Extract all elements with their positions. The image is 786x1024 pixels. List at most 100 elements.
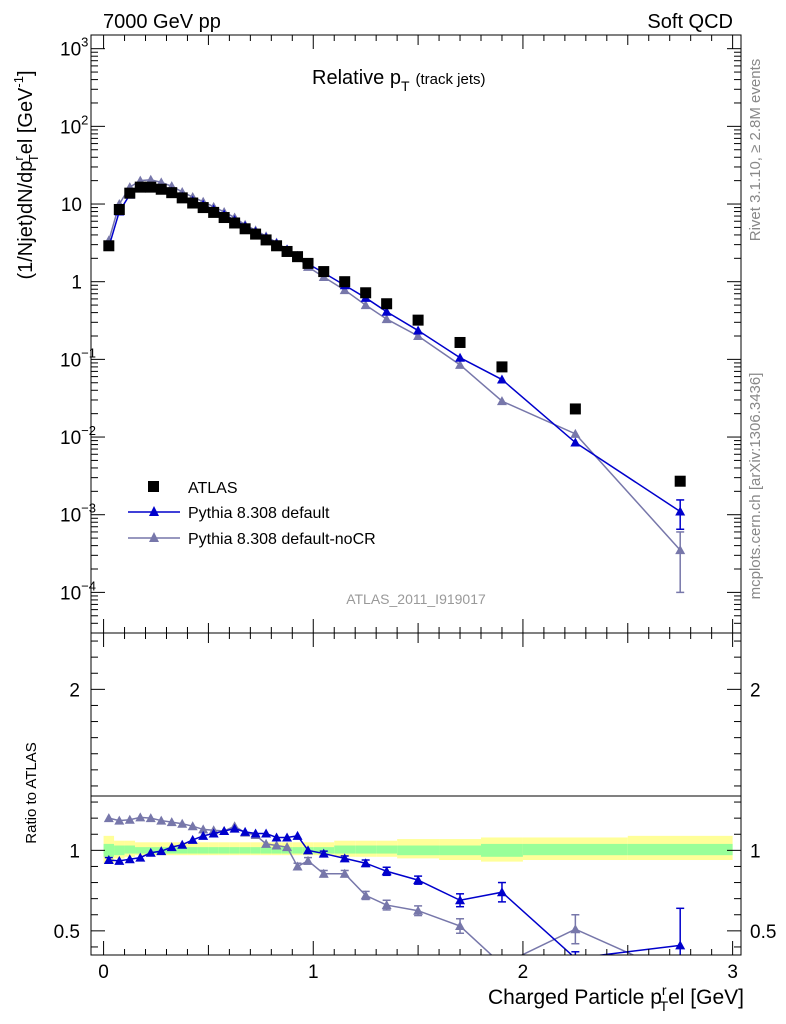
uncertainty-band-inner	[334, 845, 356, 854]
mcplots-label: mcplots.cern.ch [arXiv:1306.3436]	[747, 373, 764, 600]
data-point	[229, 217, 241, 229]
data-point	[496, 396, 507, 406]
ratio-data-point	[103, 813, 114, 823]
ratio-data-point	[282, 842, 293, 852]
uncertainty-band-inner	[292, 847, 303, 854]
data-point	[570, 437, 581, 447]
main-plot-ticks: 10−4 10−3 10−2 10−1 1 10 102 103	[60, 35, 741, 634]
data-point	[454, 336, 466, 348]
ratio-data-point	[381, 866, 392, 876]
main-y-tick-label: 10−4	[60, 578, 96, 604]
ratio-data-point	[339, 853, 350, 863]
uncertainty-band-inner	[397, 845, 440, 856]
ratio-data-point	[271, 840, 282, 850]
ratio-y-tick-label-right: 1	[750, 841, 761, 862]
ratio-data-point	[360, 890, 371, 900]
ratio-data-point	[177, 818, 188, 828]
ratio-data-point	[318, 848, 329, 858]
ratio-data-point	[135, 852, 146, 862]
data-point	[381, 298, 393, 310]
ratio-data-point	[570, 924, 581, 934]
main-y-tick-label: 1	[71, 273, 82, 294]
data-point	[412, 314, 424, 326]
data-point	[302, 257, 314, 269]
ratio-data-point	[187, 821, 198, 831]
data-point	[166, 187, 178, 199]
main-y-tick-label: 10−2	[60, 423, 96, 449]
ratio-data-point	[145, 847, 156, 857]
ratio-plot-xlabel: Charged Particle pr Tel [GeV]	[488, 982, 744, 1014]
uncertainty-band-inner	[522, 843, 628, 856]
data-point	[113, 204, 125, 216]
data-point	[208, 206, 220, 218]
data-point	[197, 202, 209, 214]
header-right-label: Soft QCD	[647, 11, 733, 33]
ratio-data-point	[114, 855, 125, 865]
ratio-data-point	[496, 887, 507, 897]
uncertainty-band-inner	[197, 847, 209, 854]
ratio-x-tick-label: 1	[308, 962, 319, 983]
legend-default-marker	[149, 506, 159, 516]
ratio-y-tick-label-right: 0.5	[750, 922, 776, 943]
uncertainty-band-inner	[114, 845, 125, 856]
uncertainty-band-inner	[208, 847, 219, 854]
ratio-data-point	[675, 971, 685, 980]
uncertainty-band-inner	[271, 847, 282, 854]
ratio-data-point	[198, 830, 209, 840]
main-y-tick-label: 10−1	[60, 345, 96, 371]
main-plot-data	[103, 174, 686, 594]
ratio-x-tick-label: 3	[727, 962, 738, 983]
ratio-data-point	[124, 854, 135, 864]
ratio-data-point	[675, 940, 686, 950]
ratio-y-tick-label: 1	[69, 841, 80, 862]
uncertainty-band-inner	[103, 843, 115, 857]
ratio-data-point	[292, 861, 303, 871]
main-plot-title: Relative pT (track jets)	[312, 67, 486, 94]
ratio-data-point	[303, 855, 314, 865]
series-line	[108, 186, 681, 513]
legend-atlas-marker	[148, 481, 159, 492]
main-y-tick-label: 10	[61, 195, 82, 216]
ratio-data-point	[282, 832, 293, 842]
data-point	[103, 240, 115, 252]
legend: ATLAS Pythia 8.308 default Pythia 8.308 …	[128, 480, 376, 548]
data-point	[271, 240, 283, 252]
ratio-data-point	[229, 823, 240, 833]
ratio-data-point	[360, 858, 371, 868]
data-point	[455, 352, 466, 362]
data-point	[570, 428, 581, 438]
rivet-version-label: Rivet 3.1.10, ≥ 2.8M events	[747, 59, 764, 242]
ratio-data-point	[271, 832, 282, 842]
legend-nocr-marker	[149, 532, 159, 542]
data-point	[155, 183, 167, 195]
ratio-data-point	[261, 828, 272, 838]
ratio-data-point	[303, 845, 314, 855]
data-point	[381, 314, 392, 324]
ratio-x-tick-label: 2	[518, 962, 529, 983]
ratio-uncertainty-bands	[103, 835, 733, 864]
data-point	[360, 300, 371, 310]
ratio-data-point	[156, 846, 167, 856]
ratio-data-point	[177, 839, 188, 849]
data-point	[145, 181, 157, 193]
data-point	[675, 506, 686, 516]
data-point	[260, 234, 272, 246]
header-left-label: 7000 GeV pp	[103, 11, 221, 33]
data-point	[413, 325, 424, 335]
ratio-data-point	[339, 868, 350, 878]
data-point	[455, 359, 466, 369]
data-point	[318, 266, 330, 278]
ratio-plot-ticks: 0.5 0.5 1 1 2 2 0 1 2 3	[54, 633, 776, 983]
ratio-data-point	[103, 855, 114, 865]
ratio-data-point	[497, 960, 507, 969]
ratio-data-point	[145, 813, 156, 823]
uncertainty-band-inner	[187, 847, 198, 854]
uncertainty-band-inner	[439, 845, 481, 856]
data-point	[496, 361, 508, 373]
ratio-data-point	[318, 868, 329, 878]
ratio-plot-panel: 0.5 0.5 1 1 2 2 0 1 2 3 Ratio to ATLAS Charged Pa…	[23, 632, 776, 1014]
data-point	[675, 545, 686, 555]
data-point	[145, 174, 156, 184]
ratio-y-tick-label: 2	[69, 680, 80, 701]
main-y-tick-label: 10−3	[60, 501, 96, 527]
